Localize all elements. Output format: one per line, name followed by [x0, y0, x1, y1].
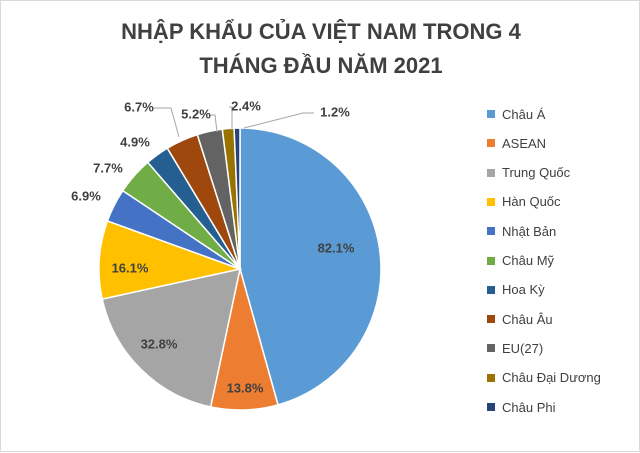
legend-item-9: Châu Đại Dương: [487, 369, 601, 387]
legend-swatch: [487, 256, 495, 265]
legend-label: Châu Âu: [502, 311, 553, 327]
legend-label: Châu Á: [502, 106, 546, 122]
data-label-3: 16.1%: [112, 260, 149, 275]
chart-title: NHẬP KHẨU CỦA VIỆT NAM TRONG 4 THÁNG ĐẦU…: [1, 15, 640, 83]
data-label-4: 6.9%: [71, 188, 101, 203]
leader-line-7: [153, 107, 180, 138]
leader-line-9: [229, 106, 233, 130]
data-label-10: 1.2%: [320, 104, 350, 119]
legend-item-3: Hàn Quốc: [487, 193, 561, 211]
data-label-2: 32.8%: [141, 336, 178, 351]
leader-line-8: [209, 114, 218, 133]
legend-item-5: Châu Mỹ: [487, 252, 554, 270]
legend-swatch: [487, 168, 495, 177]
chart-title-line-2: THÁNG ĐẦU NĂM 2021: [199, 53, 443, 78]
legend-label: Nhật Bản: [502, 223, 557, 239]
data-label-5: 7.7%: [93, 160, 123, 175]
legend-swatch: [487, 285, 495, 294]
data-label-8: 5.2%: [181, 106, 211, 121]
legend-swatch: [487, 227, 495, 236]
legend-item-7: Châu Âu: [487, 310, 553, 328]
legend-item-8: EU(27): [487, 339, 543, 357]
legend-label: Trung Quốc: [502, 165, 571, 181]
data-label-6: 4.9%: [120, 134, 150, 149]
data-label-1: 13.8%: [227, 380, 264, 395]
data-label-0: 82.1%: [318, 240, 355, 255]
legend-swatch: [487, 139, 495, 148]
legend-item-4: Nhật Bản: [487, 222, 556, 240]
legend-swatch: [487, 403, 495, 411]
legend-item-6: Hoa Kỳ: [487, 281, 545, 299]
legend-item-0: Châu Á: [487, 105, 545, 123]
legend-item-10: Châu Phi: [487, 398, 555, 416]
pie-slice-2: [101, 268, 241, 408]
legend-label: EU(27): [502, 340, 544, 356]
legend-label: Châu Mỹ: [502, 253, 555, 268]
legend-label: Hoa Kỳ: [502, 282, 545, 298]
legend-swatch: [487, 344, 495, 353]
legend-swatch: [487, 315, 495, 324]
legend-swatch: [487, 373, 495, 382]
legend-swatch: [487, 197, 495, 206]
legend-swatch: [487, 110, 495, 118]
legend-label: Hàn Quốc: [502, 194, 561, 210]
pie-slice-3: [98, 219, 243, 300]
legend-label: Châu Phi: [502, 399, 556, 415]
legend-item-2: Trung Quốc: [487, 164, 570, 182]
legend-label: ASEAN: [502, 135, 547, 151]
legend-label: Châu Đại Dương: [502, 370, 601, 386]
legend-item-1: ASEAN: [487, 134, 546, 152]
pie-slice-10: [233, 127, 241, 270]
leader-line-10: [243, 112, 314, 129]
data-label-9: 2.4%: [231, 98, 261, 113]
data-label-7: 6.7%: [124, 99, 154, 114]
chart-title-line-1: NHẬP KHẨU CỦA VIỆT NAM TRONG 4: [121, 19, 521, 44]
pie-slice-0: [239, 127, 382, 406]
